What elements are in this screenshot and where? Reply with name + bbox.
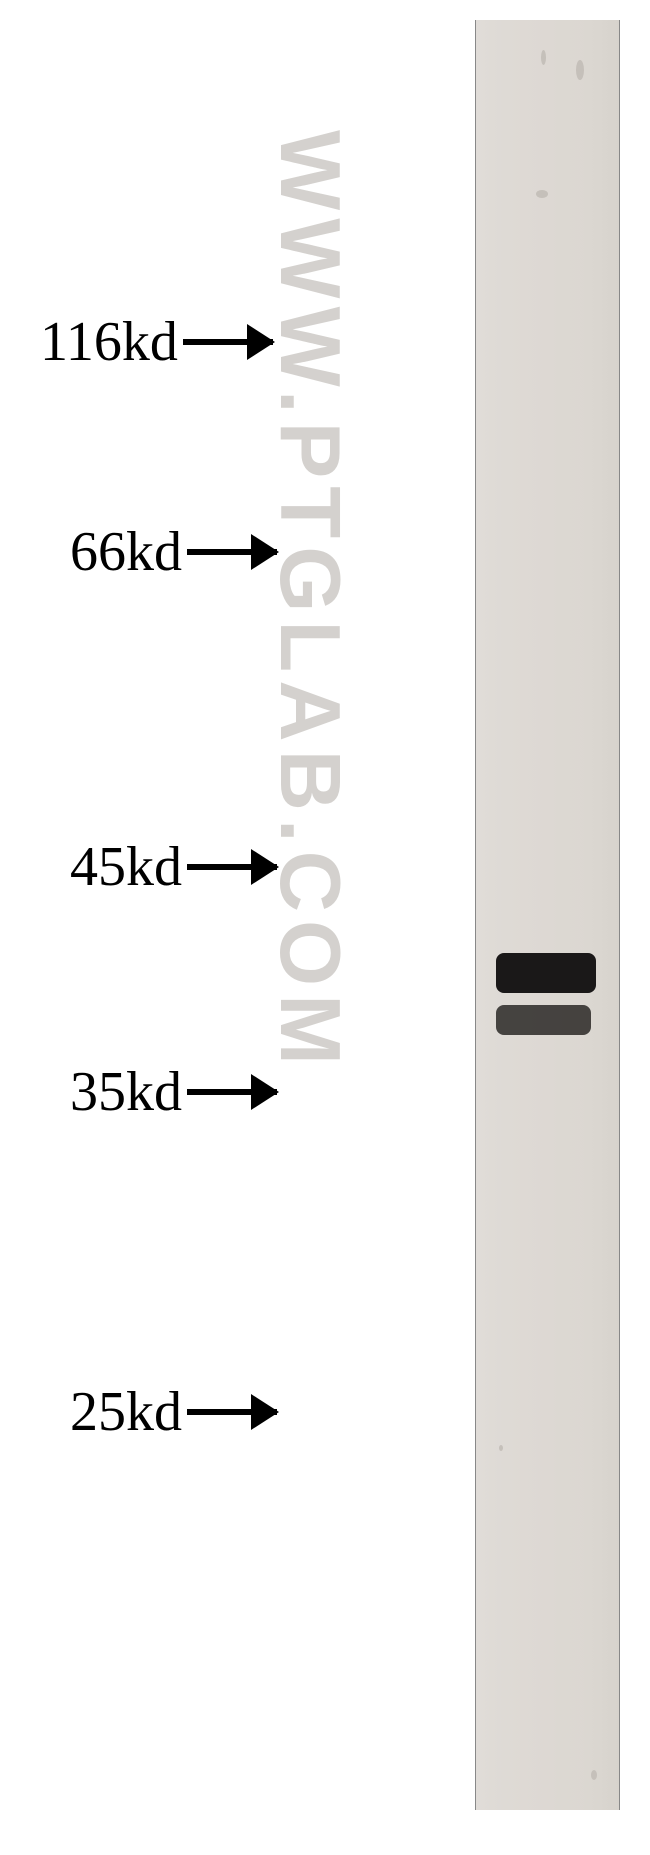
lane-artifact: [536, 190, 548, 198]
lane-artifact: [541, 50, 546, 65]
lane-artifact: [576, 60, 584, 80]
western-blot-figure: WWW.PTGLAB.COM 116kd 66kd 45kd 35kd 25kd: [0, 0, 650, 1855]
lane-artifact: [591, 1770, 597, 1780]
arrow-icon: [187, 1409, 277, 1415]
blot-lane: [475, 20, 620, 1810]
marker-25kd: 25kd: [70, 1380, 277, 1444]
arrow-icon: [187, 1089, 277, 1095]
marker-label: 45kd: [70, 835, 182, 899]
marker-label: 116kd: [40, 310, 178, 374]
marker-35kd: 35kd: [70, 1060, 277, 1124]
marker-label: 66kd: [70, 520, 182, 584]
lane-artifact: [499, 1445, 503, 1451]
marker-66kd: 66kd: [70, 520, 277, 584]
marker-45kd: 45kd: [70, 835, 277, 899]
protein-band-lower: [496, 1005, 591, 1035]
protein-band-upper: [496, 953, 596, 993]
marker-label: 25kd: [70, 1380, 182, 1444]
marker-116kd: 116kd: [40, 310, 273, 374]
marker-label: 35kd: [70, 1060, 182, 1124]
watermark-text: WWW.PTGLAB.COM: [260, 130, 358, 1073]
